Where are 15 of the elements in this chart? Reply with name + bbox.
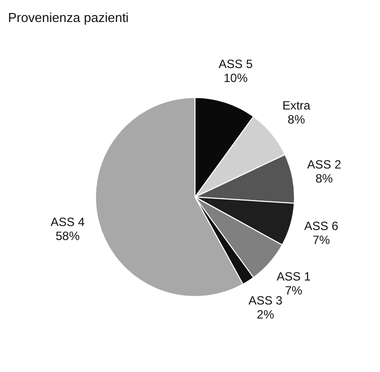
slice-label: ASS 4 xyxy=(50,215,85,230)
slice-label: ASS 2 xyxy=(307,158,342,172)
slice-label: ASS 5 xyxy=(218,57,253,72)
data-label: 2% xyxy=(256,307,274,322)
data-label: 58% xyxy=(56,229,80,244)
data-label: 7% xyxy=(284,283,303,298)
slice-label: ASS 6 xyxy=(304,219,339,233)
slice-label: Extra xyxy=(282,98,311,112)
slice-label: ASS 3 xyxy=(248,293,283,308)
slice-label: ASS 1 xyxy=(276,269,311,284)
data-label: 10% xyxy=(224,71,248,86)
data-label: 7% xyxy=(312,233,330,247)
data-label: 8% xyxy=(288,112,306,126)
data-label: 8% xyxy=(316,172,334,186)
chart-title: Provenienza pazienti xyxy=(8,10,129,25)
